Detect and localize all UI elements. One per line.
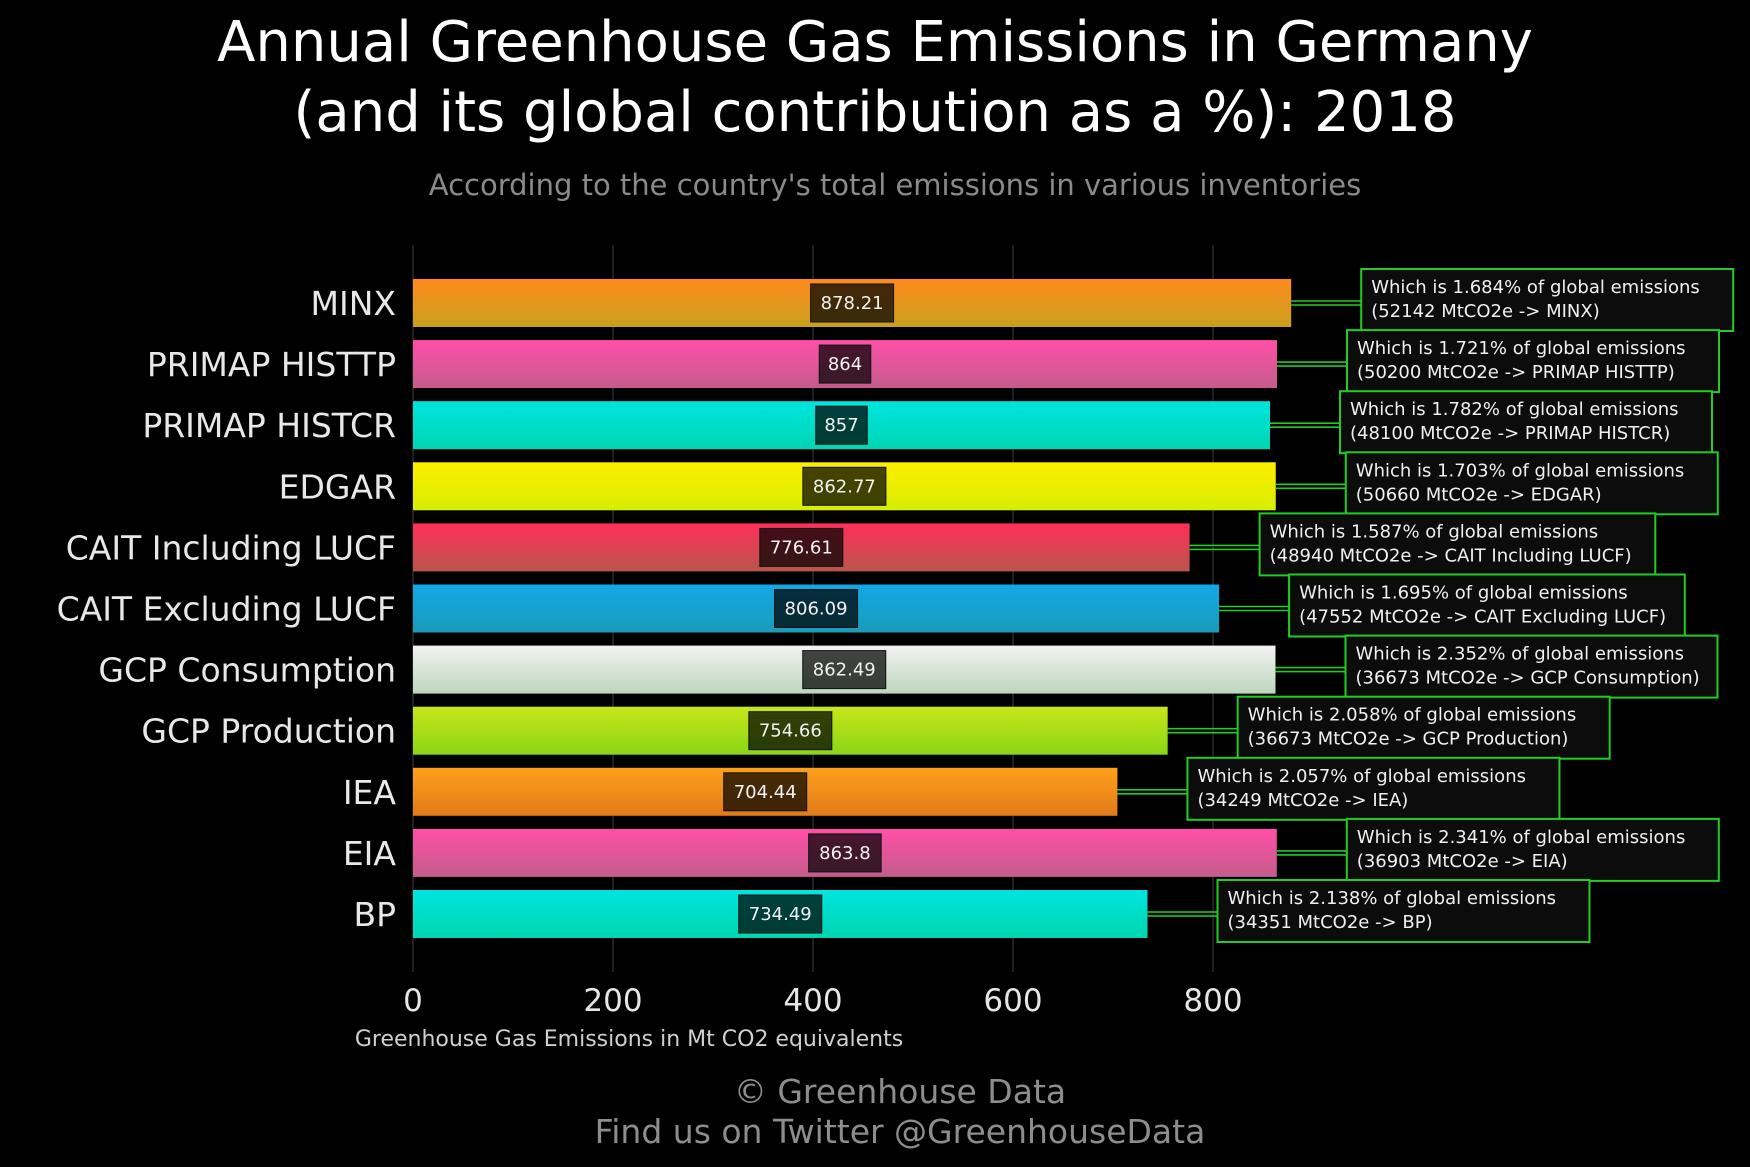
annotation-box	[1346, 329, 1720, 394]
x-tick-label: 600	[983, 983, 1042, 1019]
value-label: 776.61	[770, 537, 833, 558]
value-label-box	[723, 772, 808, 812]
annotation-text-line1: Which is 2.058% of global emissions	[1248, 705, 1577, 726]
value-label-box	[808, 833, 882, 873]
annotation-text-line1: Which is 2.138% of global emissions	[1227, 888, 1556, 909]
annotation-text-line2: (48100 MtCO2e -> PRIMAP HISTCR)	[1350, 423, 1670, 444]
value-label-box	[759, 527, 844, 567]
category-label: EDGAR	[279, 467, 396, 506]
annotation-box	[1339, 390, 1713, 455]
annotation-box	[1288, 573, 1686, 638]
annotation-text-line2: (36903 MtCO2e -> EIA)	[1357, 851, 1568, 872]
value-label-box	[815, 405, 868, 445]
chart-title: Annual Greenhouse Gas Emissions in Germa…	[217, 10, 1533, 145]
category-label: GCP Production	[141, 712, 396, 751]
category-label: CAIT Excluding LUCF	[57, 590, 396, 629]
footer: © Greenhouse Data Find us on Twitter @Gr…	[0, 1072, 1750, 1152]
annotation-text-line1: Which is 2.341% of global emissions	[1357, 827, 1686, 848]
annotation-box	[1258, 512, 1657, 577]
annotation-text-line1: Which is 1.703% of global emissions	[1356, 460, 1685, 481]
value-label: 864	[828, 354, 862, 375]
value-label: 862.49	[813, 660, 876, 681]
annotation-text-line2: (50660 MtCO2e -> EDGAR)	[1356, 484, 1602, 505]
x-axis-label: Greenhouse Gas Emissions in Mt CO2 equiv…	[355, 1027, 903, 1052]
category-label: PRIMAP HISTCR	[142, 406, 396, 445]
annotation-text-line1: Which is 2.352% of global emissions	[1355, 644, 1684, 665]
category-label: BP	[353, 895, 396, 934]
annotation-text-line1: Which is 1.721% of global emissions	[1357, 338, 1686, 359]
footer-copyright: © Greenhouse Data	[733, 1072, 1067, 1111]
x-axis: 0 200 400 600 800	[403, 983, 1242, 1019]
annotation-text-line2: (47552 MtCO2e -> CAIT Excluding LUCF)	[1299, 607, 1666, 628]
annotation-box	[1344, 634, 1719, 699]
x-tick-label: 800	[1183, 983, 1242, 1019]
annotation-box	[1236, 695, 1611, 760]
value-label-box	[802, 650, 887, 690]
x-tick-label: 0	[403, 983, 423, 1019]
annotation-text-line2: (36673 MtCO2e -> GCP Production)	[1248, 729, 1569, 750]
annotation-box	[1186, 756, 1561, 821]
value-label-box	[802, 466, 887, 506]
value-label: 806.09	[785, 599, 848, 620]
footer-twitter: Find us on Twitter @GreenhouseData	[594, 1112, 1206, 1151]
annotation-text-line2: (36673 MtCO2e -> GCP Consumption)	[1355, 668, 1699, 689]
category-label: EIA	[343, 834, 397, 873]
annotation-text-line2: (34351 MtCO2e -> BP)	[1227, 912, 1432, 933]
value-label: 862.77	[813, 476, 876, 497]
bars: MINX 878.21 Which is 1.684% of global emis…	[57, 268, 1735, 943]
value-label: 754.66	[759, 721, 822, 742]
x-tick-label: 200	[583, 983, 642, 1019]
value-label: 734.49	[749, 904, 812, 925]
annotation-text-line1: Which is 1.587% of global emissions	[1270, 521, 1599, 542]
value-label: 857	[824, 415, 858, 436]
annotation-box	[1216, 879, 1591, 943]
value-label: 704.44	[734, 782, 797, 803]
annotation-text-line2: (52142 MtCO2e -> MINX)	[1371, 301, 1600, 322]
annotation-text-line1: Which is 1.695% of global emissions	[1299, 583, 1628, 604]
annotation-text-line2: (34249 MtCO2e -> IEA)	[1197, 790, 1408, 811]
annotation-text-line1: Which is 1.684% of global emissions	[1371, 277, 1700, 298]
value-label-box	[748, 711, 833, 751]
value-label: 878.21	[821, 293, 884, 314]
value-label: 863.8	[819, 843, 871, 864]
category-label: CAIT Including LUCF	[66, 528, 396, 567]
value-label-box	[810, 283, 895, 323]
value-label-box	[738, 894, 823, 934]
annotation-text-line2: (48940 MtCO2e -> CAIT Including LUCF)	[1270, 545, 1632, 566]
chart-subtitle: According to the country's total emissio…	[428, 168, 1362, 202]
category-label: IEA	[343, 773, 397, 812]
annotation-text-line2: (50200 MtCO2e -> PRIMAP HISTTP)	[1357, 362, 1675, 383]
annotation-text-line1: Which is 1.782% of global emissions	[1350, 399, 1679, 420]
category-label: PRIMAP HISTTP	[147, 345, 396, 384]
category-label: GCP Consumption	[98, 651, 396, 690]
annotation-text-line1: Which is 2.057% of global emissions	[1197, 766, 1526, 787]
category-label: MINX	[311, 284, 397, 323]
value-label-box	[774, 589, 859, 628]
value-label-box	[818, 344, 872, 384]
x-tick-label: 400	[783, 983, 842, 1019]
annotation-box	[1360, 268, 1735, 332]
